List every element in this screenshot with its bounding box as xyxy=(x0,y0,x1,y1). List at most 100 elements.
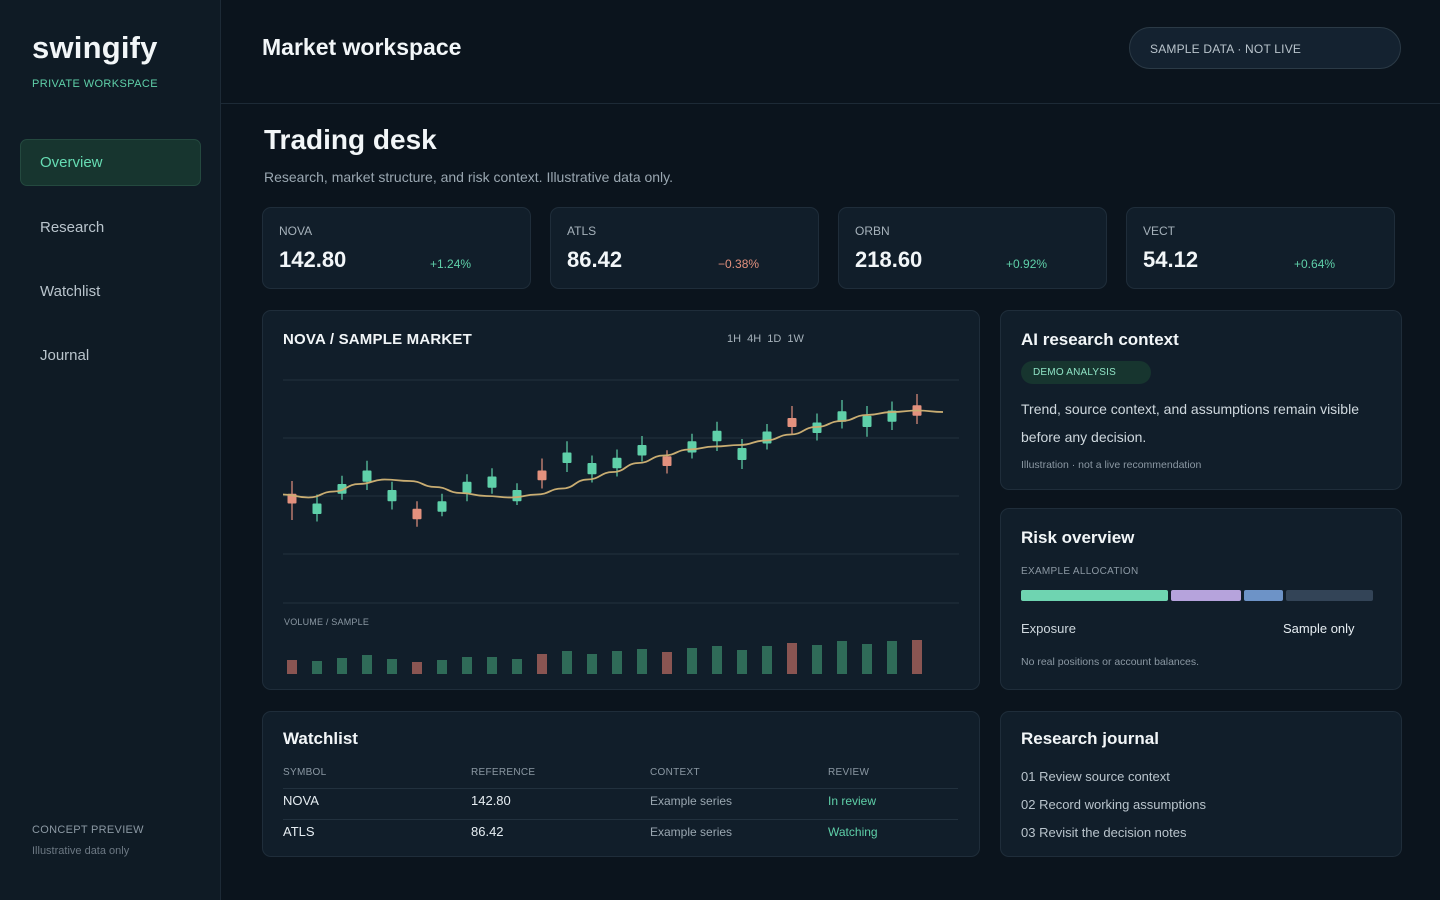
candle-body xyxy=(437,501,447,512)
col-header-review: REVIEW xyxy=(828,767,870,778)
ticker-card-vect[interactable]: VECT 54.12 +0.64% xyxy=(1126,207,1395,289)
volume-bar xyxy=(837,641,847,674)
volume-bar xyxy=(612,651,622,674)
risk-overview-card: Risk overview EXAMPLE ALLOCATION Exposur… xyxy=(1000,508,1402,690)
volume-bar xyxy=(712,646,722,674)
volume-bar xyxy=(637,649,647,674)
exposure-label: Exposure xyxy=(1021,621,1076,636)
ticker-change: +0.64% xyxy=(1294,257,1336,271)
timeframe-1h[interactable]: 1H xyxy=(727,333,742,345)
candle-body xyxy=(637,445,647,456)
allocation-bar xyxy=(1021,590,1380,601)
exposure-value: Sample only xyxy=(1283,621,1355,636)
page-subtitle: Research, market structure, and risk con… xyxy=(264,169,674,185)
workspace-title: Market workspace xyxy=(262,34,462,60)
volume-bar xyxy=(487,657,497,674)
sample-data-pill: SAMPLE DATA · NOT LIVE xyxy=(1129,27,1401,69)
col-header-reference: REFERENCE xyxy=(471,767,536,778)
journal-item[interactable]: 03 Revisit the decision notes xyxy=(1021,825,1187,840)
ticker-symbol: NOVA xyxy=(279,224,313,238)
trend-line xyxy=(282,409,944,499)
brand-logo[interactable]: swingify xyxy=(32,30,158,65)
timeframe-1d[interactable]: 1D xyxy=(767,333,782,345)
candle-body xyxy=(737,448,747,460)
row-symbol: NOVA xyxy=(283,793,319,808)
brand-subtitle: PRIVATE WORKSPACE xyxy=(32,78,158,90)
candle-body xyxy=(762,431,772,444)
candle-body xyxy=(712,430,722,442)
volume-bar xyxy=(337,658,347,674)
candle-body xyxy=(312,503,322,514)
volume-bar xyxy=(787,643,797,674)
ticker-symbol: VECT xyxy=(1143,224,1176,238)
row-review: In review xyxy=(828,794,877,808)
ticker-price: 218.60 xyxy=(855,247,923,272)
candle-body xyxy=(887,410,897,422)
col-header-symbol: SYMBOL xyxy=(283,767,327,778)
timeframe-4h[interactable]: 4H xyxy=(747,333,762,345)
ticker-change: −0.38% xyxy=(718,257,760,271)
ticker-card-atls[interactable]: ATLS 86.42 −0.38% xyxy=(550,207,819,289)
timeframe-1w[interactable]: 1W xyxy=(787,333,804,345)
volume-bar xyxy=(762,646,772,674)
volume-bar xyxy=(887,641,897,674)
top-bar: Market workspace SAMPLE DATA · NOT LIVE xyxy=(221,0,1440,104)
sidebar-item-overview[interactable]: Overview xyxy=(20,139,201,186)
ai-research-title: AI research context xyxy=(1021,330,1179,349)
candle-body xyxy=(562,452,572,463)
volume-bar xyxy=(437,660,447,674)
candle-body xyxy=(837,411,847,422)
row-reference: 86.42 xyxy=(471,824,504,839)
candlestick-chart[interactable] xyxy=(263,311,981,691)
page-title: Trading desk xyxy=(264,124,437,155)
ticker-change: +0.92% xyxy=(1006,257,1048,271)
candle-body xyxy=(662,456,672,466)
candle-body xyxy=(362,470,372,482)
candle-body xyxy=(587,463,597,475)
volume-bar xyxy=(387,659,397,674)
ticker-change: +1.24% xyxy=(430,257,472,271)
allocation-segment xyxy=(1021,590,1168,601)
allocation-segment xyxy=(1244,590,1283,601)
risk-overview-title: Risk overview xyxy=(1021,528,1135,547)
ai-research-note: Illustration · not a live recommendation xyxy=(1021,459,1202,471)
journal-item[interactable]: 01 Review source context xyxy=(1021,769,1170,784)
volume-bar xyxy=(662,652,672,674)
watchlist-card: Watchlist SYMBOL REFERENCE CONTEXT REVIE… xyxy=(262,711,980,857)
concept-preview-sub: Illustrative data only xyxy=(32,845,130,857)
journal-item[interactable]: 02 Record working assumptions xyxy=(1021,797,1206,812)
volume-bar xyxy=(587,654,597,674)
ticker-card-nova[interactable]: NOVA 142.80 +1.24% xyxy=(262,207,531,289)
candle-body xyxy=(487,476,497,488)
ticker-symbol: ATLS xyxy=(567,224,597,238)
candle-body xyxy=(512,490,522,502)
candle-body xyxy=(537,470,547,481)
row-context: Example series xyxy=(650,825,733,839)
candle-body xyxy=(862,415,872,427)
allocation-segment xyxy=(1285,590,1373,601)
price-chart-card: NOVA / SAMPLE MARKET 1H 4H 1D 1W VOLUME … xyxy=(262,310,980,690)
row-context: Example series xyxy=(650,794,733,808)
volume-bar xyxy=(537,654,547,674)
ticker-price: 54.12 xyxy=(1143,247,1199,272)
candle-body xyxy=(412,508,422,520)
volume-bar xyxy=(362,655,372,674)
volume-bar xyxy=(512,659,522,674)
ticker-price: 86.42 xyxy=(567,247,623,272)
demo-analysis-badge: DEMO ANALYSIS xyxy=(1021,361,1151,384)
allocation-label: EXAMPLE ALLOCATION xyxy=(1021,566,1139,577)
sidebar-item-research[interactable]: Research xyxy=(40,219,105,236)
sidebar-item-watchlist[interactable]: Watchlist xyxy=(40,283,101,300)
col-header-context: CONTEXT xyxy=(650,767,700,778)
table-divider xyxy=(283,788,958,789)
ticker-card-orbn[interactable]: ORBN 218.60 +0.92% xyxy=(838,207,1107,289)
ai-research-text: Trend, source context, and assumptions r… xyxy=(1021,401,1359,445)
volume-bar xyxy=(287,660,297,674)
sidebar-item-journal[interactable]: Journal xyxy=(40,347,90,364)
risk-note: No real positions or account balances. xyxy=(1021,656,1200,668)
ticker-symbol: ORBN xyxy=(855,224,890,238)
volume-bar xyxy=(562,651,572,674)
ticker-price: 142.80 xyxy=(279,247,347,272)
candle-body xyxy=(787,418,797,427)
sidebar: swingify PRIVATE WORKSPACE Overview Rese… xyxy=(0,0,221,900)
